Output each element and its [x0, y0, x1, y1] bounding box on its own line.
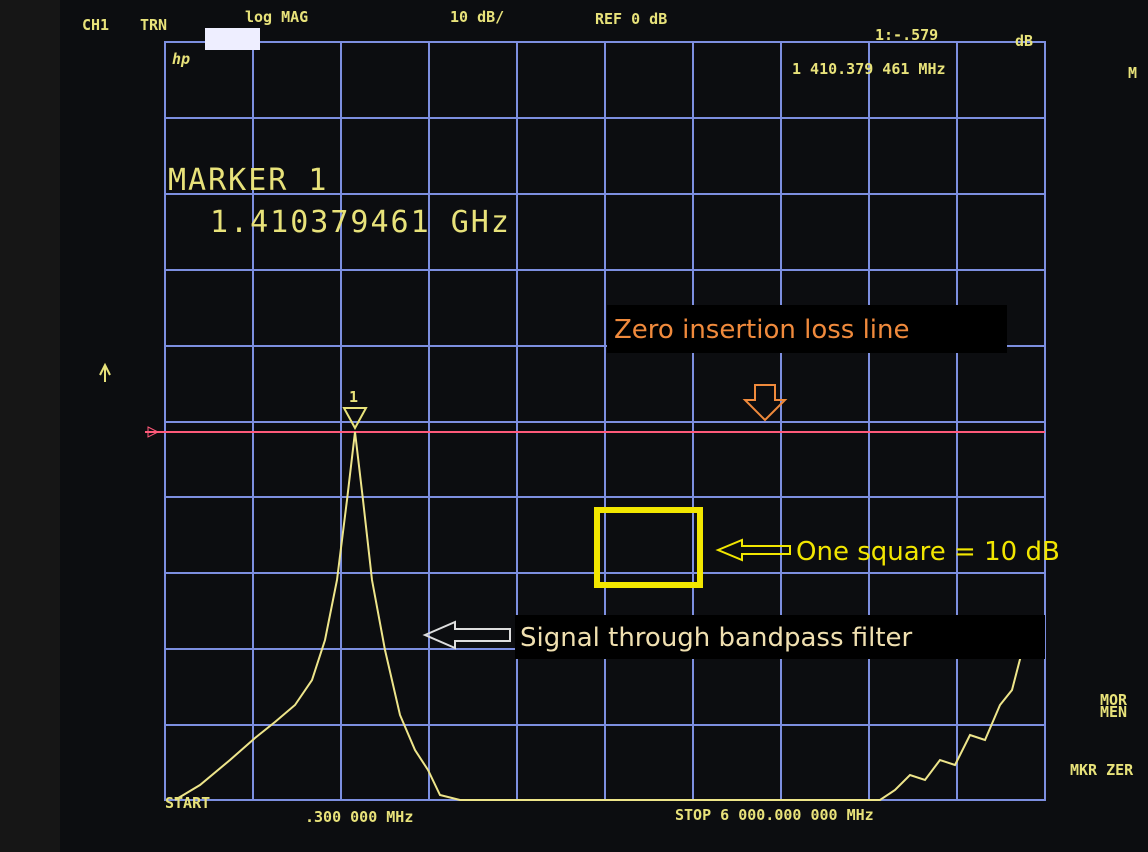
softkey: MKR ZER: [1070, 761, 1134, 779]
logo: hp: [172, 50, 190, 68]
format: log MAG: [245, 8, 308, 26]
start-label: START: [165, 794, 210, 812]
reference: REF 0 dB: [595, 10, 667, 28]
scale: 10 dB/: [450, 8, 504, 26]
edge-text: M: [1128, 64, 1137, 82]
cursor-block: [205, 28, 260, 50]
mode: TRN: [140, 16, 167, 34]
annotation: One square = 10 dB: [796, 537, 1060, 567]
annotation: Zero insertion loss line: [614, 315, 910, 345]
marker-unit: dB: [1015, 32, 1033, 50]
channel: CH1: [82, 16, 109, 34]
start-frequency: .300 000 MHz: [305, 808, 413, 826]
marker-readout: 1.410379461 GHz: [210, 205, 511, 240]
stop-label: STOP 6 000.000 000 MHz: [675, 806, 874, 824]
softkey: MEN: [1100, 703, 1127, 721]
marker-title: MARKER 1: [168, 163, 329, 198]
annotation: Signal through bandpass filter: [520, 623, 913, 653]
marker-frequency: 1 410.379 461 MHz: [792, 60, 946, 78]
marker-symbol: 1: [349, 388, 358, 406]
marker-value: 1:-.579: [875, 26, 938, 44]
screen-photo: 1 CH1 TRN log MAG 10 dB/ REF 0 dB 1:-.57…: [0, 0, 1148, 852]
